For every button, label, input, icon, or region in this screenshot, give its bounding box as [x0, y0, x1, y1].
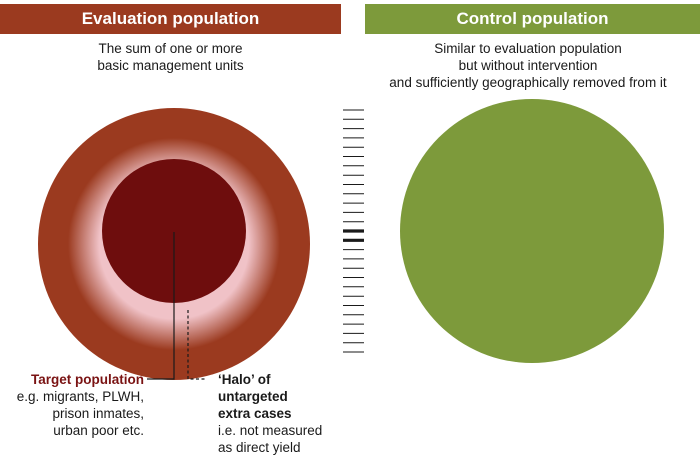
evaluation-header: Evaluation population — [81, 9, 260, 28]
evaluation-description-line: basic management units — [97, 58, 244, 73]
target-population-label: Target population e.g. migrants, PLWH, p… — [0, 371, 144, 439]
control-description-line: Similar to evaluation population — [434, 41, 622, 56]
control-population-circle — [400, 99, 664, 363]
halo-note-line: as direct yield — [218, 440, 301, 455]
control-description: Similar to evaluation population but wit… — [356, 40, 700, 91]
halo-title-line: untargeted — [218, 389, 288, 404]
halo-title-line: extra cases — [218, 406, 292, 421]
control-header-bar — [365, 4, 700, 34]
control-description-line: but without intervention — [458, 58, 598, 73]
evaluation-description-line: The sum of one or more — [98, 41, 243, 56]
control-header: Control population — [456, 9, 609, 28]
separator-ticks — [343, 109, 364, 353]
target-population-example: prison inmates, — [52, 406, 144, 421]
evaluation-description: The sum of one or more basic management … — [0, 40, 341, 74]
target-population-example: e.g. migrants, PLWH, — [16, 389, 144, 404]
halo-title-line: ‘Halo’ of — [218, 372, 271, 387]
halo-note-line: i.e. not measured — [218, 423, 323, 438]
target-population-circle — [102, 159, 246, 303]
halo-label: ‘Halo’ of untargeted extra cases i.e. no… — [218, 371, 358, 456]
target-leader-line — [147, 232, 175, 380]
halo-leader-line — [187, 310, 206, 380]
control-description-line: and sufficiently geographically removed … — [389, 75, 667, 90]
evaluation-header-bar — [0, 4, 341, 34]
target-population-title: Target population — [31, 372, 144, 387]
target-population-example: urban poor etc. — [53, 423, 144, 438]
